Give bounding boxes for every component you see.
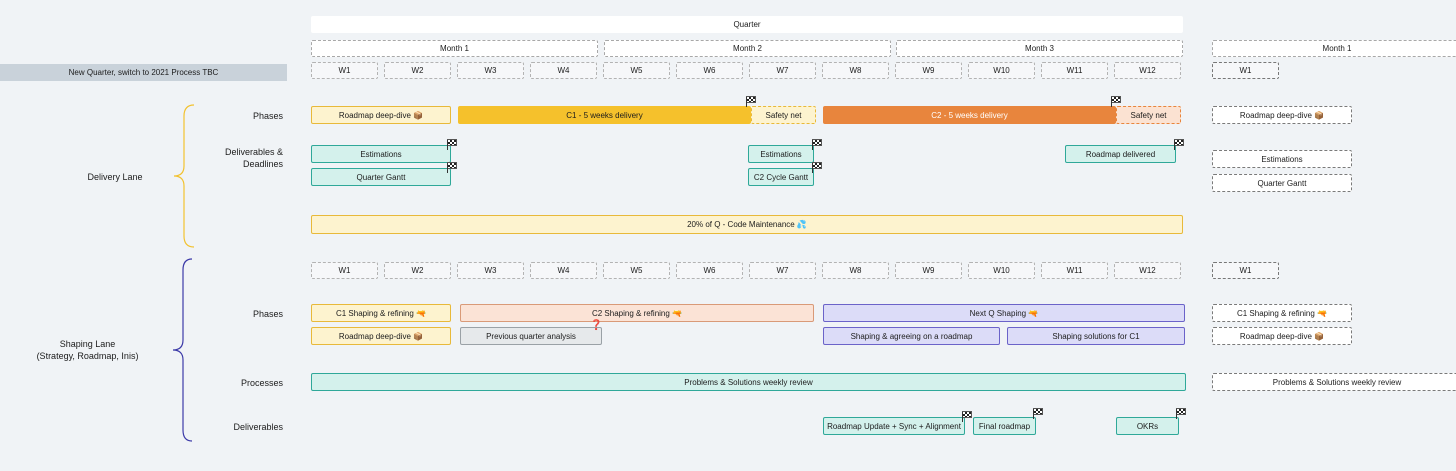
- c1-shaping-phase: C1 Shaping & refining 🔫: [311, 304, 451, 322]
- finish-flag-icon: [1111, 96, 1121, 107]
- question-mark-icon: ❓: [590, 320, 603, 331]
- c1-delivery-phase: C1 - 5 weeks delivery: [458, 106, 751, 124]
- week-header: W4: [530, 62, 597, 79]
- week-header: W7: [749, 62, 816, 79]
- week-header: W11: [1041, 62, 1108, 79]
- week-header: W10: [968, 62, 1035, 79]
- week-header: W2: [384, 62, 451, 79]
- week-header: W4: [530, 262, 597, 279]
- processes-label: Processes: [240, 378, 283, 388]
- c2-cycle-gantt-deliverable: C2 Cycle Gantt: [748, 168, 814, 186]
- banner: New Quarter, switch to 2021 Process TBC: [0, 64, 287, 81]
- code-maintenance-bar: 20% of Q - Code Maintenance 💦: [311, 215, 1183, 234]
- next-quarter-gantt: Quarter Gantt: [1212, 174, 1352, 192]
- delivery-lane-title: Delivery Lane: [87, 172, 143, 182]
- week-header: W3: [457, 62, 524, 79]
- week-header: W6: [676, 262, 743, 279]
- finish-flag-icon: [812, 162, 822, 173]
- delivery-lane-brace: [173, 104, 195, 248]
- finish-flag-icon: [812, 139, 822, 150]
- finish-flag-icon: [1174, 139, 1184, 150]
- week-header: W10: [968, 262, 1035, 279]
- shaping-lane-title: Shaping Lane (Strategy, Roadmap, Inis): [20, 338, 155, 362]
- week-header: W9: [895, 262, 962, 279]
- shaping-lane-title-line: Shaping Lane: [59, 339, 116, 349]
- finish-flag-icon: [1033, 408, 1043, 419]
- delivery-phases-label: Phases: [252, 111, 283, 121]
- week-header: W8: [822, 62, 889, 79]
- week-header: W12: [1114, 62, 1181, 79]
- safety-net-phase: Safety net: [1116, 106, 1181, 124]
- shaping-deliverables-label: Deliverables: [233, 422, 283, 432]
- next-problems-solutions: Problems & Solutions weekly review: [1212, 373, 1456, 391]
- final-roadmap-deliverable: Final roadmap: [973, 417, 1036, 435]
- shaping-phases-label: Phases: [252, 309, 283, 319]
- next-roadmap-deep-dive: Roadmap deep-dive 📦: [1212, 327, 1352, 345]
- week-header: W1: [311, 262, 378, 279]
- roadmap-deep-dive-phase: Roadmap deep-dive 📦: [311, 106, 451, 124]
- finish-flag-icon: [962, 411, 972, 422]
- c2-shaping-phase: C2 Shaping & refining 🔫: [460, 304, 814, 322]
- finish-flag-icon: [447, 139, 457, 150]
- roadmap-update-deliverable: Roadmap Update + Sync + Alignment: [823, 417, 965, 435]
- estimations-deliverable: Estimations: [311, 145, 451, 163]
- week-header: W8: [822, 262, 889, 279]
- safety-net-phase: Safety net: [751, 106, 816, 124]
- month-header: Month 2: [604, 40, 891, 57]
- week-header: W3: [457, 262, 524, 279]
- next-week-header: W1: [1212, 262, 1279, 279]
- shaping-lane-brace: [172, 258, 193, 442]
- shaping-agreeing-roadmap: Shaping & agreeing on a roadmap: [823, 327, 1000, 345]
- roadmap-deep-dive-phase: Roadmap deep-dive 📦: [311, 327, 451, 345]
- week-header: W5: [603, 62, 670, 79]
- next-estimations: Estimations: [1212, 150, 1352, 168]
- quarter-header: Quarter: [311, 16, 1183, 33]
- finish-flag-icon: [447, 162, 457, 173]
- month-header: Month 1: [311, 40, 598, 57]
- shaping-lane-title-line: (Strategy, Roadmap, Inis): [36, 351, 139, 361]
- previous-quarter-analysis: Previous quarter analysis: [460, 327, 602, 345]
- shaping-solutions-c1: Shaping solutions for C1: [1007, 327, 1185, 345]
- week-header: W1: [311, 62, 378, 79]
- deliverables-label-line: Deadlines: [242, 159, 283, 169]
- week-header: W2: [384, 262, 451, 279]
- finish-flag-icon: [1176, 408, 1186, 419]
- week-header: W7: [749, 262, 816, 279]
- finish-flag-icon: [746, 96, 756, 107]
- week-header: W11: [1041, 262, 1108, 279]
- next-c1-shaping: C1 Shaping & refining 🔫: [1212, 304, 1352, 322]
- roadmap-delivered-deliverable: Roadmap delivered: [1065, 145, 1176, 163]
- okrs-deliverable: OKRs: [1116, 417, 1179, 435]
- quarter-gantt-deliverable: Quarter Gantt: [311, 168, 451, 186]
- estimations-deliverable: Estimations: [748, 145, 814, 163]
- month-header: Month 3: [896, 40, 1183, 57]
- deliverables-label: Deliverables & Deadlines: [190, 146, 283, 170]
- week-header: W6: [676, 62, 743, 79]
- next-week-header: W1: [1212, 62, 1279, 79]
- next-q-shaping-phase: Next Q Shaping 🔫: [823, 304, 1185, 322]
- week-header: W12: [1114, 262, 1181, 279]
- week-header: W5: [603, 262, 670, 279]
- deliverables-label-line: Deliverables &: [224, 147, 283, 157]
- next-month-header: Month 1: [1212, 40, 1456, 57]
- next-roadmap-deep-dive: Roadmap deep-dive 📦: [1212, 106, 1352, 124]
- c2-delivery-phase: C2 - 5 weeks delivery: [823, 106, 1116, 124]
- problems-solutions-process: Problems & Solutions weekly review: [311, 373, 1186, 391]
- week-header: W9: [895, 62, 962, 79]
